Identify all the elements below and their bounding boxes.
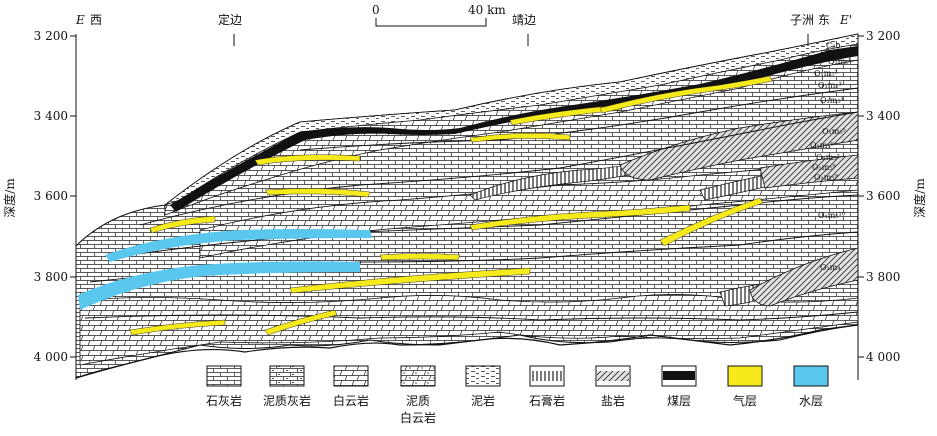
strata-label: O₁m₅⁷ xyxy=(816,153,840,162)
strata-label: O₁m₅⁹ xyxy=(814,173,839,182)
legend-swatch-dolomite xyxy=(333,365,369,387)
gas-layer xyxy=(264,188,371,198)
depth-axis-left: 3 200 3 400 3 600 3 800 4 000 深度/m xyxy=(2,29,77,380)
gas-layer xyxy=(379,253,461,261)
depth-tick-label: 3 600 xyxy=(34,189,68,203)
legend-label: 石膏岩 xyxy=(529,393,565,408)
legend-label: 石灰岩 xyxy=(206,393,242,408)
strata-label: O₁m₅² xyxy=(814,69,838,78)
gas-layer xyxy=(599,75,773,114)
depth-tick-label: 3 600 xyxy=(866,189,900,203)
gas-layer xyxy=(149,215,216,234)
section-body xyxy=(75,33,859,379)
legend-label: 水层 xyxy=(799,394,823,408)
legend-swatch-mudstone xyxy=(465,365,501,387)
scale-bar: 0 40 km xyxy=(372,3,506,27)
depth-tick-label: 3 200 xyxy=(34,29,68,43)
coal-seam xyxy=(170,46,858,212)
depth-tick-label: 3 200 xyxy=(866,29,900,43)
gas-layer xyxy=(254,154,361,166)
strata-fill-mudstone-top xyxy=(164,33,859,206)
east-label: 子洲 东 xyxy=(790,13,830,27)
depth-tick-label: 4 000 xyxy=(34,350,68,364)
depth-axis-label-right: 深度/m xyxy=(912,178,927,218)
legend-label: 泥质灰岩 xyxy=(263,393,311,408)
depth-axis-label-left: 深度/m xyxy=(2,178,17,218)
depth-tick-label: 3 800 xyxy=(866,270,900,284)
strata-label: C₂b xyxy=(826,41,840,50)
town-label-dingbian: 定边 xyxy=(218,12,242,27)
legend-swatch-limestone xyxy=(206,365,242,387)
legend-swatch-argillaceous-limestone xyxy=(269,365,305,387)
depth-tick-label: 3 400 xyxy=(34,109,68,123)
legend-label: 煤层 xyxy=(667,394,691,408)
legend-label: 白云岩 xyxy=(400,410,436,425)
depth-axis-right: 3 200 3 400 3 600 3 800 4 000 深度/m xyxy=(857,29,927,380)
strata-label: O₁m₅⁵ xyxy=(822,127,846,136)
west-label: 西 xyxy=(90,13,102,27)
scale-bar-start: 0 xyxy=(372,3,380,17)
legend-swatch-water xyxy=(793,365,829,387)
gas-layer xyxy=(509,104,621,126)
strata-label: O₁m₅¹⁰ xyxy=(818,211,845,220)
strata-fill-dolomite-lower xyxy=(79,294,859,366)
gas-layer xyxy=(469,132,571,143)
legend-label: 气层 xyxy=(733,393,757,408)
salt-body-1 xyxy=(619,111,859,181)
strata-label: O₁m₅⁶ xyxy=(810,141,834,150)
scale-bar-end: 40 km xyxy=(468,3,506,17)
town-label-jingbian: 靖边 xyxy=(512,13,536,27)
gas-layer xyxy=(469,204,691,231)
gas-layer xyxy=(264,309,338,336)
gas-layer xyxy=(129,319,226,336)
gas-layers xyxy=(129,75,773,336)
strata-labels: C₂b O₁m₅¹ O₁m₅² O₁m₅³ O₁m₅⁴ O₁m₅⁵ O₁m₅⁶ … xyxy=(810,41,852,272)
west-letter: E xyxy=(75,13,85,27)
water-layer xyxy=(78,261,360,310)
legend-label: 盐岩 xyxy=(601,393,625,408)
gas-layer xyxy=(659,197,764,247)
legend-swatch-argillaceous-dolomite xyxy=(400,365,436,387)
depth-tick-label: 3 400 xyxy=(866,109,900,123)
strata-label: O₁m₅³ xyxy=(818,81,842,90)
depth-tick-label: 3 800 xyxy=(34,270,68,284)
legend-label: 白云岩 xyxy=(333,393,369,408)
strata-label: O₁m₄ xyxy=(820,263,841,272)
legend-label: 泥岩 xyxy=(471,393,495,408)
gas-layer xyxy=(289,267,531,294)
salt-body-3 xyxy=(749,247,859,307)
water-layers xyxy=(78,229,372,310)
legend-label: 泥质 xyxy=(406,394,430,408)
legend-swatch-gas xyxy=(727,365,763,387)
strata-label: O₁m₅¹ xyxy=(828,57,852,66)
depth-tick-label: 4 000 xyxy=(866,350,900,364)
strata-label: O₁m₅⁸ xyxy=(812,163,836,172)
header: E 西 定边 靖边 子洲 东 E' xyxy=(75,12,852,46)
section-base xyxy=(75,324,859,379)
legend: 石灰岩 泥质灰岩 白云岩 泥质 白云岩 泥岩 石膏岩 盐岩 煤层 气层 水层 xyxy=(206,365,829,425)
strata-label: O₁m₅⁴ xyxy=(820,96,844,105)
east-letter: E' xyxy=(839,13,852,27)
water-layer xyxy=(105,229,372,262)
